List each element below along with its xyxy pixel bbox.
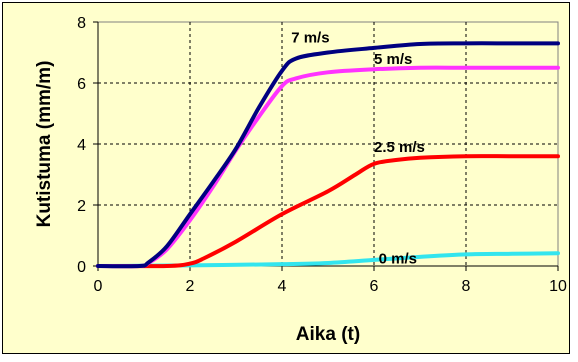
series-label-7-m-s: 7 m/s (291, 29, 329, 46)
y-tick-label: 2 (77, 198, 86, 215)
x-tick-label: 4 (278, 278, 287, 295)
gridlines (98, 22, 558, 266)
x-tick-label: 2 (186, 278, 195, 295)
x-tick-label: 0 (94, 278, 103, 295)
y-tick-label: 0 (77, 259, 86, 276)
series-line-2-5-m-s (96, 154, 560, 269)
x-tick-label: 8 (462, 278, 471, 295)
series-label-5-m-s: 5 m/s (374, 51, 412, 68)
axes: 0 2 4 6 8 10 0 2 4 6 8 (77, 15, 567, 295)
series-label-0-m-s: 0 m/s (379, 251, 417, 268)
y-tick-label: 4 (77, 137, 86, 154)
y-tick-label: 8 (77, 15, 86, 32)
series-line-7-m-s (96, 41, 560, 269)
y-axis-title: Kutistuma (mm/m) (34, 61, 55, 228)
series-lines (96, 41, 560, 269)
series-labels: 7 m/s 5 m/s 2.5 m/s 0 m/s (291, 29, 425, 267)
y-tick-label: 6 (77, 76, 86, 93)
series-line-0-m-s (96, 251, 560, 268)
x-tick-label: 10 (549, 278, 567, 295)
x-tick-label: 6 (370, 278, 379, 295)
series-label-2-5-m-s: 2.5 m/s (374, 139, 425, 156)
x-axis-title: Aika (t) (296, 324, 360, 345)
